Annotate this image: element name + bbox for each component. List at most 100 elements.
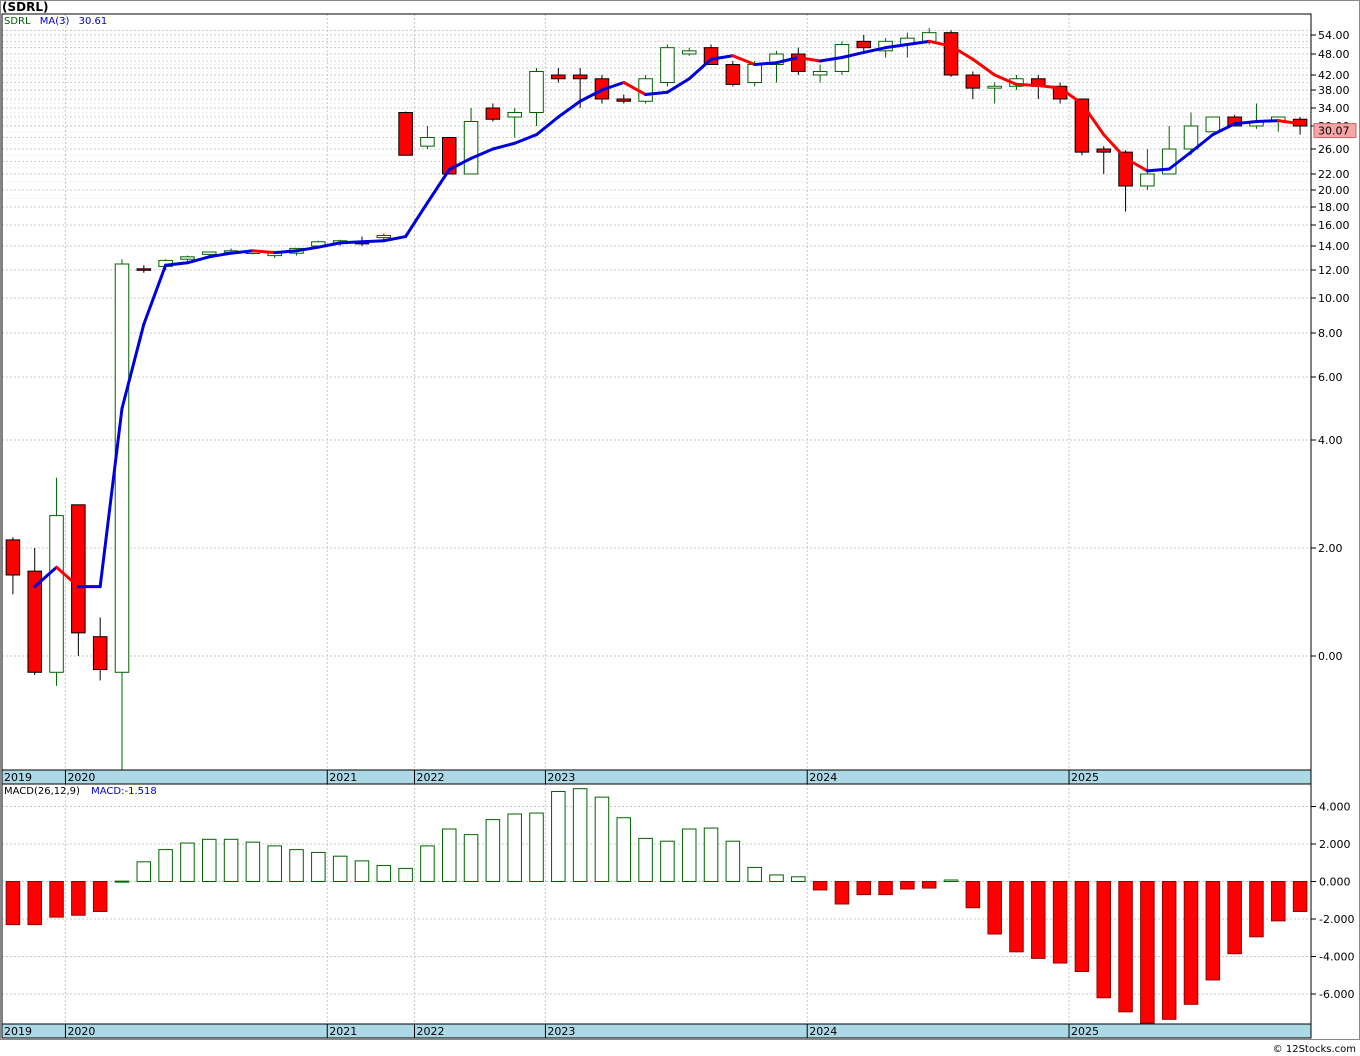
candle-body bbox=[1096, 148, 1112, 153]
ma-segment bbox=[33, 565, 59, 589]
ma-segment bbox=[142, 263, 168, 326]
candle-body bbox=[769, 53, 784, 65]
macd-bar bbox=[943, 879, 959, 882]
macd-bars bbox=[5, 788, 1308, 1024]
price-tick-label: 34.00 bbox=[1318, 102, 1350, 115]
candle-body bbox=[725, 64, 741, 85]
ma-segment bbox=[338, 240, 364, 245]
macd-bar bbox=[660, 840, 675, 882]
ma-segment bbox=[862, 46, 888, 54]
last-price-box bbox=[1313, 123, 1357, 139]
macd-bar bbox=[812, 881, 828, 891]
price-tick-label: 4.00 bbox=[1318, 434, 1343, 447]
ma-segment bbox=[316, 241, 342, 249]
macd-x-axis: 2019 2020 2021 2022 2023 2024 2025 bbox=[1, 1023, 1312, 1039]
macd-legend-value: MACD:-1.518 bbox=[91, 786, 157, 797]
macd-bar bbox=[49, 881, 64, 918]
candle-body bbox=[812, 71, 828, 76]
macd-bar bbox=[572, 788, 588, 882]
candle-body bbox=[638, 78, 653, 102]
candle-body bbox=[572, 74, 588, 80]
price-legend-symbol: SDRL bbox=[4, 16, 31, 27]
price-tick-label: 20.00 bbox=[1318, 184, 1350, 197]
macd-bar bbox=[769, 874, 784, 882]
ma-segment bbox=[1058, 86, 1084, 105]
price-tick-label: 6.00 bbox=[1318, 371, 1343, 384]
price-panel-bg bbox=[2, 14, 1311, 770]
ma-segment bbox=[600, 81, 626, 92]
macd-bar bbox=[529, 812, 544, 882]
macd-year-label: 2025 bbox=[1071, 1025, 1099, 1038]
macd-bar bbox=[441, 828, 457, 882]
macd-bar bbox=[616, 817, 632, 882]
ma-segment bbox=[447, 156, 473, 172]
year-label: 2024 bbox=[809, 771, 837, 784]
macd-bar bbox=[703, 827, 719, 882]
candle-body bbox=[463, 121, 479, 175]
price-tick-label: 48.00 bbox=[1318, 48, 1350, 61]
price-y-axis: 0.00 2.00 4.00 6.00 8.00 10.00 12.00 14.00 16.00… bbox=[1311, 29, 1357, 663]
year-label: 2019 bbox=[4, 771, 32, 784]
ma-segment bbox=[1145, 167, 1171, 173]
price-tick-label: 22.00 bbox=[1318, 168, 1350, 181]
macd-tick-label: -4.000 bbox=[1319, 951, 1354, 964]
ma-segment bbox=[98, 407, 124, 589]
price-tick-label: 12.00 bbox=[1318, 264, 1350, 277]
ma-segment bbox=[927, 39, 953, 48]
candle-body bbox=[398, 112, 413, 156]
macd-bar bbox=[485, 819, 501, 882]
ma-segment bbox=[796, 56, 822, 63]
candle-body bbox=[201, 251, 217, 255]
year-label: 2025 bbox=[1071, 771, 1099, 784]
ma-segment bbox=[665, 77, 691, 94]
macd-tick-label: 0.000 bbox=[1319, 876, 1351, 889]
macd-bar bbox=[878, 881, 893, 896]
candle-body bbox=[965, 74, 981, 89]
ma-segment bbox=[273, 249, 299, 255]
macd-bar bbox=[725, 840, 741, 882]
macd-bar bbox=[1074, 881, 1090, 972]
price-tick-label: 42.00 bbox=[1318, 69, 1350, 82]
ma-segment bbox=[535, 115, 560, 137]
candle-body bbox=[376, 235, 392, 239]
year-label: 2020 bbox=[67, 771, 95, 784]
ma-segment bbox=[840, 50, 866, 59]
macd-bar bbox=[114, 880, 130, 883]
price-tick-label: 8.00 bbox=[1318, 327, 1343, 340]
ma-segment bbox=[1124, 156, 1149, 173]
candle-body bbox=[1205, 116, 1221, 133]
macd-bar bbox=[1031, 881, 1046, 959]
macd-bar bbox=[900, 881, 915, 890]
macd-tick-label: 4.000 bbox=[1319, 801, 1351, 814]
macd-bar bbox=[1096, 881, 1112, 999]
macd-bar bbox=[1227, 881, 1242, 955]
ma-segment bbox=[404, 201, 429, 239]
macd-bar bbox=[594, 796, 610, 882]
ma-segment bbox=[1080, 102, 1106, 137]
ma-segment bbox=[622, 81, 648, 96]
ma-segment bbox=[971, 57, 997, 77]
price-tick-label: 0.00 bbox=[1318, 650, 1343, 663]
macd-bar bbox=[1292, 881, 1308, 912]
macd-bar bbox=[180, 842, 195, 882]
ma-segment bbox=[1254, 119, 1280, 123]
candle-body bbox=[1227, 116, 1242, 127]
macd-bar bbox=[965, 881, 981, 909]
ma-segment bbox=[1036, 84, 1062, 90]
ma-segment bbox=[491, 141, 517, 151]
macd-panel-bg bbox=[2, 784, 1311, 1024]
macd-bar bbox=[267, 845, 282, 882]
ma-segment bbox=[709, 54, 735, 61]
ma-segment bbox=[1167, 150, 1193, 171]
candle-body bbox=[1140, 173, 1155, 187]
macd-bar bbox=[1271, 881, 1286, 922]
macd-bar bbox=[638, 837, 653, 882]
macd-bar bbox=[158, 849, 173, 882]
macd-year-label: 2022 bbox=[417, 1025, 445, 1038]
macd-year-label: 2024 bbox=[809, 1025, 837, 1038]
candle-body bbox=[92, 636, 108, 671]
year-label: 2023 bbox=[547, 771, 575, 784]
candle-body bbox=[136, 268, 152, 271]
macd-bar bbox=[311, 851, 326, 882]
